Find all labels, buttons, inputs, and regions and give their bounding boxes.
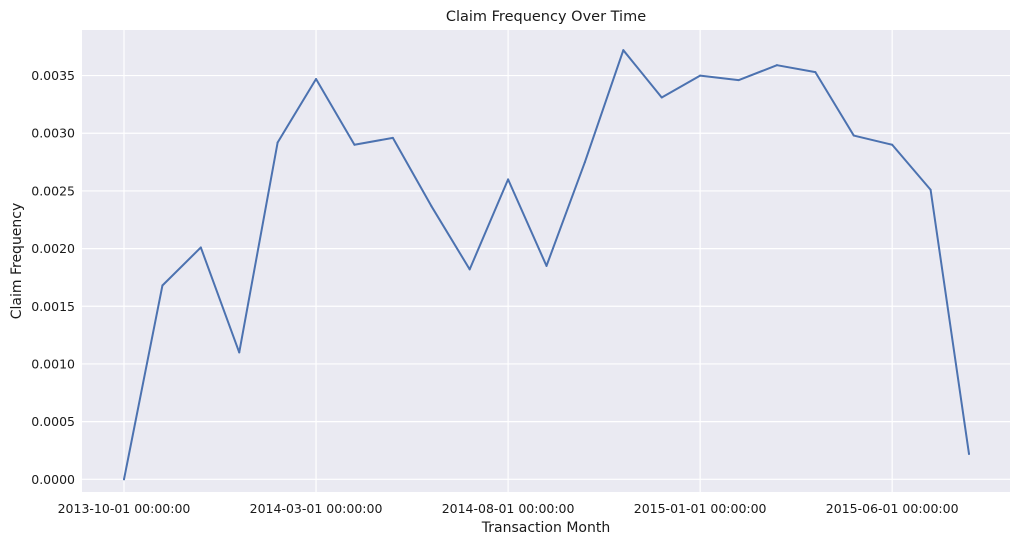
- data-point: [161, 284, 164, 287]
- y-tick-label: 0.0035: [31, 68, 75, 83]
- data-point: [276, 141, 279, 144]
- x-tick-label: 2014-03-01 00:00:00: [250, 501, 383, 516]
- y-tick-label: 0.0005: [31, 414, 75, 429]
- x-tick-label: 2015-01-01 00:00:00: [634, 501, 767, 516]
- data-point: [699, 74, 702, 77]
- x-tick-label: 2015-06-01 00:00:00: [826, 501, 959, 516]
- data-point: [622, 49, 625, 52]
- data-point: [814, 71, 817, 74]
- y-tick-labels: 0.0000 0.0005 0.0010 0.0015 0.0020 0.0025 0.00…: [31, 68, 75, 487]
- data-point: [660, 96, 663, 99]
- data-point: [353, 143, 356, 146]
- data-point: [123, 478, 125, 481]
- y-tick-label: 0.0025: [31, 183, 75, 198]
- y-tick-label: 0.0015: [31, 299, 75, 314]
- x-tick-label: 2014-08-01 00:00:00: [442, 501, 575, 516]
- data-point: [391, 136, 394, 139]
- x-tick-labels: 2013-10-01 00:00:00 2014-03-01 00:00:00 20…: [58, 501, 959, 516]
- data-point: [545, 264, 548, 267]
- grid-lines: [82, 30, 1010, 492]
- chart-title: Claim Frequency Over Time: [446, 9, 646, 25]
- y-axis-label: Claim Frequency: [9, 203, 25, 320]
- data-point: [737, 79, 740, 82]
- data-point: [315, 78, 318, 81]
- data-point: [199, 246, 202, 249]
- data-point: [238, 351, 241, 354]
- plot-background: [82, 30, 1010, 492]
- y-tick-label: 0.0010: [31, 356, 75, 371]
- data-point: [929, 188, 932, 191]
- y-tick-label: 0.0030: [31, 126, 75, 141]
- data-point: [468, 268, 471, 271]
- y-tick-label: 0.0020: [31, 241, 75, 256]
- data-point: [968, 452, 970, 455]
- data-point: [430, 204, 433, 207]
- data-point: [583, 161, 586, 164]
- data-point: [852, 134, 855, 137]
- y-tick-label: 0.0000: [31, 472, 75, 487]
- data-points: [123, 49, 970, 481]
- data-point: [775, 64, 778, 67]
- x-axis-label: Transaction Month: [481, 520, 610, 536]
- data-point: [507, 178, 510, 181]
- data-point: [891, 143, 894, 146]
- x-tick-label: 2013-10-01 00:00:00: [58, 501, 191, 516]
